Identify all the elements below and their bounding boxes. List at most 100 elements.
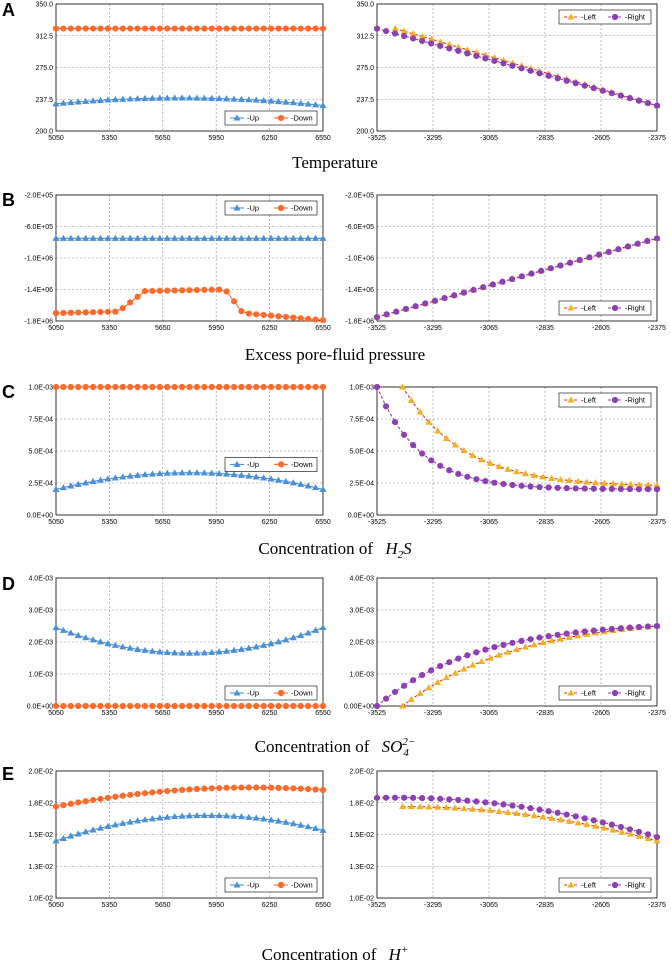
data-point bbox=[565, 476, 573, 484]
data-point bbox=[451, 441, 459, 448]
data-point bbox=[373, 25, 381, 32]
data-point bbox=[527, 636, 534, 643]
data-point bbox=[238, 25, 245, 32]
chart-C-left: 5050 5350 5650 5950 6250 6550 0.0E+00 2.5E-04 5.… bbox=[27, 383, 331, 526]
data-point bbox=[644, 834, 652, 842]
data-point bbox=[60, 383, 67, 391]
data-point bbox=[460, 289, 467, 296]
data-point bbox=[156, 234, 164, 241]
data-point bbox=[609, 480, 617, 487]
x-tick-label: 5050 bbox=[48, 519, 64, 526]
data-point bbox=[267, 383, 275, 391]
data-point bbox=[486, 654, 494, 661]
x-tick-label: -3525 bbox=[368, 325, 386, 332]
data-point bbox=[59, 99, 67, 106]
data-point bbox=[319, 25, 327, 32]
data-point bbox=[134, 95, 142, 102]
data-point bbox=[74, 631, 82, 638]
chart-A-left: 5050 5350 5650 5950 6250 6550 200.0 237.5 275.0 3… bbox=[35, 2, 330, 143]
y-tick-label: 1.3E-02 bbox=[28, 864, 53, 871]
x-tick-label: -2605 bbox=[592, 325, 610, 332]
data-point bbox=[460, 665, 468, 672]
data-point bbox=[275, 25, 282, 32]
data-point bbox=[624, 243, 632, 250]
legend: -Up -Down bbox=[224, 685, 318, 701]
data-point bbox=[119, 792, 126, 799]
data-point bbox=[274, 476, 283, 483]
data-point bbox=[252, 814, 260, 821]
data-point bbox=[193, 25, 201, 32]
data-point bbox=[592, 822, 600, 829]
data-point bbox=[373, 313, 381, 321]
data-point bbox=[275, 313, 282, 320]
data-point bbox=[67, 832, 75, 839]
y-tick-label: 2.5E-04 bbox=[28, 481, 53, 488]
data-point bbox=[518, 482, 525, 489]
y-tick-label: 7.5E-04 bbox=[28, 417, 53, 424]
data-point bbox=[89, 636, 97, 643]
y-tick-label: -6.0E+05 bbox=[345, 224, 374, 231]
data-point bbox=[185, 94, 194, 101]
data-point bbox=[104, 475, 112, 482]
data-point bbox=[119, 473, 127, 480]
data-point bbox=[178, 234, 186, 241]
series-down bbox=[52, 25, 327, 32]
chart-E-left: 5050 5350 5650 5950 6250 6550 1.0E-02 1.3E-02 1.… bbox=[28, 769, 330, 910]
data-point bbox=[252, 96, 260, 103]
data-point bbox=[74, 98, 82, 105]
data-point bbox=[104, 640, 112, 647]
data-point bbox=[500, 801, 507, 808]
data-point bbox=[437, 662, 444, 670]
data-point bbox=[148, 94, 156, 101]
data-point bbox=[319, 826, 327, 833]
data-point bbox=[134, 645, 142, 652]
x-tick-label: 5350 bbox=[102, 710, 118, 717]
series-line bbox=[55, 289, 324, 321]
data-point bbox=[600, 824, 608, 831]
data-point bbox=[536, 806, 543, 813]
x-tick-label: 5950 bbox=[208, 902, 224, 909]
data-point bbox=[245, 25, 252, 32]
data-point bbox=[653, 102, 661, 109]
x-tick-label: -3295 bbox=[424, 325, 442, 332]
data-point bbox=[500, 480, 507, 488]
data-point bbox=[289, 820, 297, 827]
data-point bbox=[104, 308, 112, 315]
data-point bbox=[200, 469, 208, 476]
legend-box bbox=[558, 685, 652, 701]
caption-C-math: H bbox=[384, 539, 399, 558]
data-point bbox=[489, 281, 496, 288]
data-point bbox=[193, 469, 201, 476]
data-point bbox=[644, 237, 651, 245]
data-point bbox=[282, 234, 290, 241]
data-point bbox=[111, 234, 119, 241]
chart-D-right: -3525 -3295 -3065 -2835 -2605 -2375 0.00E+00 1.… bbox=[344, 576, 666, 718]
data-point bbox=[312, 101, 320, 108]
data-point bbox=[186, 287, 193, 294]
data-point bbox=[382, 695, 390, 702]
data-point bbox=[592, 479, 600, 486]
data-point bbox=[111, 821, 119, 828]
data-point bbox=[565, 633, 573, 640]
data-point bbox=[513, 809, 521, 817]
caption-E-math: H bbox=[388, 945, 403, 964]
x-tick-label: -2835 bbox=[536, 519, 554, 526]
data-point bbox=[127, 25, 134, 32]
data-point bbox=[556, 475, 565, 483]
data-point bbox=[455, 796, 462, 804]
legend-label: -Left bbox=[581, 396, 597, 405]
data-point bbox=[104, 702, 112, 710]
data-point bbox=[59, 483, 67, 491]
series-up bbox=[52, 623, 327, 656]
data-point bbox=[89, 796, 97, 804]
caption-E: Concentration of H+ bbox=[262, 944, 409, 964]
x-tick-label: 5650 bbox=[155, 325, 171, 332]
data-point bbox=[464, 473, 471, 480]
data-point bbox=[482, 646, 489, 653]
data-point bbox=[178, 469, 186, 476]
data-point bbox=[391, 688, 399, 696]
data-point bbox=[473, 649, 480, 656]
data-point bbox=[104, 383, 112, 391]
y-tick-label: 3.0E-03 bbox=[349, 608, 374, 615]
data-point bbox=[104, 234, 112, 241]
